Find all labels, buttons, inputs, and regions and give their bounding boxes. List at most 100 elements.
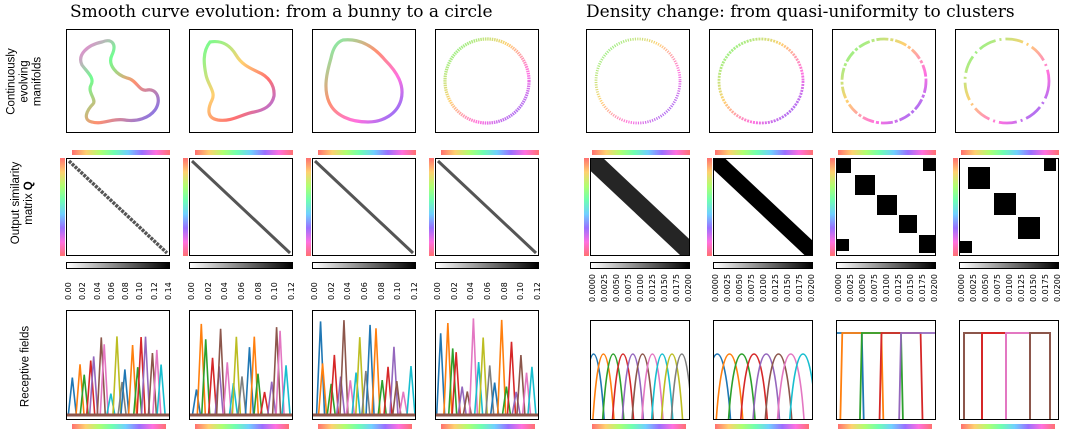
colorbar-tick: 0.02 (327, 282, 336, 300)
colorbar-tick: 0.04 (93, 282, 102, 300)
left-section-title: Smooth curve evolution: from a bunny to … (70, 2, 493, 22)
colorbar-tick: 0.0000 (957, 274, 966, 302)
colorbar-tick: 0.0050 (858, 274, 867, 302)
colorbar-7 (836, 262, 936, 269)
colorbar-tick: 0.0200 (684, 274, 693, 302)
matrix-hue-left-3 (306, 158, 311, 256)
circle-curve-4 (445, 39, 529, 123)
matrix-panel-4 (435, 158, 539, 256)
colorbar-tick: 0.0075 (624, 274, 633, 302)
matrix-hue-top-8 (961, 150, 1059, 155)
colorbar-tick: 0.0100 (1005, 274, 1014, 302)
colorbar-tick: 0.0200 (1053, 274, 1062, 302)
colorbar-tick: 0.00 (310, 282, 319, 300)
receptive-hue-2 (195, 424, 289, 429)
receptive-panel-7 (836, 320, 936, 420)
density-panel-4 (955, 29, 1059, 133)
colorbar-tick: 0.0000 (711, 274, 720, 302)
receptive-hue-5 (592, 424, 686, 429)
colorbar-tick: 0.0025 (969, 274, 978, 302)
colorbar-tick: 0.0175 (918, 274, 927, 302)
matrix-panel-8 (959, 158, 1059, 256)
matrix-hue-top-1 (72, 150, 170, 155)
receptive-hue-1 (72, 424, 166, 429)
matrix-panel-5 (590, 158, 690, 256)
colorbar-tick: 0.0100 (882, 274, 891, 302)
colorbar-tick: 0.0200 (930, 274, 939, 302)
matrix-hue-left-2 (183, 158, 188, 256)
colorbar-tick: 0.0125 (1017, 274, 1026, 302)
colorbar-tick: 0.0050 (612, 274, 621, 302)
colorbar-tick: 0.0150 (906, 274, 915, 302)
matrix-hue-top-6 (715, 150, 813, 155)
density-panel-2 (709, 29, 813, 133)
matrix-hue-left-7 (830, 158, 835, 256)
colorbar-tick: 0.10 (135, 282, 144, 300)
colorbar-tick: 0.0000 (834, 274, 843, 302)
row-label-manifolds: Continuously evolving manifolds (6, 37, 45, 127)
colorbar-4 (435, 262, 539, 269)
colorbar-tick: 0.0100 (636, 274, 645, 302)
colorbar-tick: 0.0125 (894, 274, 903, 302)
receptive-panel-8 (959, 320, 1059, 420)
colorbar-tick: 0.04 (466, 282, 475, 300)
receptive-hue-4 (441, 424, 535, 429)
colorbar-3 (312, 262, 416, 269)
colorbar-tick: 0.0200 (807, 274, 816, 302)
colorbar-tick: 0.00 (433, 282, 442, 300)
colorbar-tick: 0.0125 (771, 274, 780, 302)
receptive-hue-3 (318, 424, 412, 429)
matrix-hue-top-3 (318, 150, 416, 155)
colorbar-tick: 0.0150 (660, 274, 669, 302)
colorbar-tick: 0.08 (121, 282, 130, 300)
receptive-hue-7 (838, 424, 932, 429)
receptive-panel-4 (435, 310, 539, 420)
colorbar-tick: 0.00 (64, 282, 73, 300)
receptive-hue-6 (715, 424, 809, 429)
matrix-hue-top-7 (838, 150, 936, 155)
receptive-panel-2 (189, 310, 293, 420)
colorbar-tick: 0.0075 (993, 274, 1002, 302)
colorbar-tick: 0.0000 (588, 274, 597, 302)
receptive-panel-1 (66, 310, 170, 420)
colorbar-tick: 0.06 (107, 282, 116, 300)
matrix-hue-left-1 (60, 158, 65, 256)
colorbar-tick: 0.12 (287, 282, 296, 300)
colorbar-tick: 0.12 (150, 282, 159, 300)
colorbar-tick: 0.0075 (870, 274, 879, 302)
colorbar-tick: 0.0175 (795, 274, 804, 302)
colorbar-tick: 0.04 (220, 282, 229, 300)
colorbar-6 (713, 262, 813, 269)
colorbar-tick: 0.0025 (846, 274, 855, 302)
right-section-title: Density change: from quasi-uniformity to… (586, 2, 1015, 22)
colorbar-tick: 0.02 (450, 282, 459, 300)
matrix-hue-left-4 (429, 158, 434, 256)
colorbar-2 (189, 262, 293, 269)
colorbar-tick: 0.0025 (723, 274, 732, 302)
row-label-receptive: Receptive fields (20, 317, 33, 417)
colorbar-5 (590, 262, 690, 269)
bunny-curve-1 (81, 41, 159, 123)
colorbar-tick: 0.0175 (672, 274, 681, 302)
colorbar-tick: 0.0125 (648, 274, 657, 302)
matrix-hue-top-5 (592, 150, 690, 155)
matrix-hue-left-5 (584, 158, 589, 256)
colorbar-tick: 0.00 (187, 282, 196, 300)
matrix-hue-top-4 (441, 150, 539, 155)
colorbar-tick: 0.0100 (759, 274, 768, 302)
matrix-panel-1 (66, 158, 170, 256)
manifold-panel-3 (312, 29, 416, 133)
density-panel-1 (586, 29, 690, 133)
matrix-hue-left-6 (707, 158, 712, 256)
receptive-panel-3 (312, 310, 416, 420)
density-panel-3 (832, 29, 936, 133)
colorbar-tick: 0.06 (483, 282, 492, 300)
manifold-panel-2 (189, 29, 293, 133)
colorbar-tick: 0.0050 (735, 274, 744, 302)
matrix-panel-7 (836, 158, 936, 256)
colorbar-tick: 0.12 (410, 282, 419, 300)
matrix-panel-2 (189, 158, 293, 256)
bunny-curve-3 (326, 40, 402, 122)
colorbar-tick: 0.10 (270, 282, 279, 300)
receptive-panel-5 (590, 320, 690, 420)
